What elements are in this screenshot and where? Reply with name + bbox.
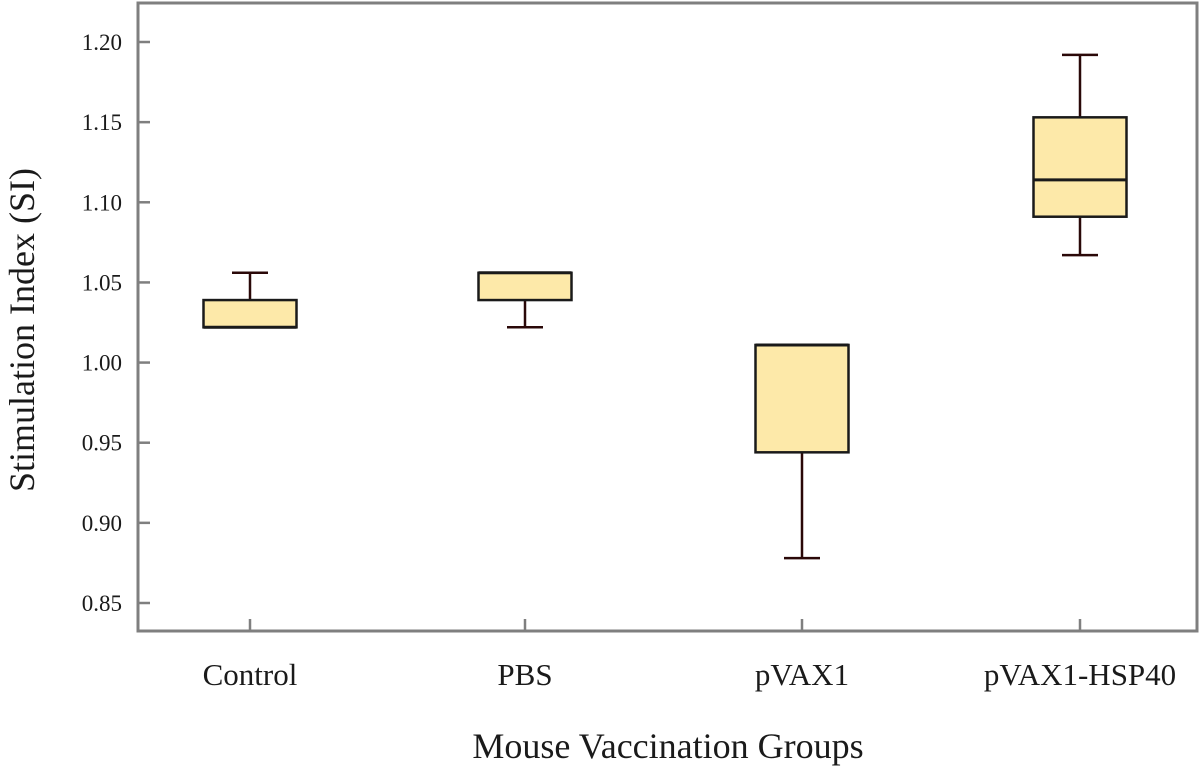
x-tick-label: pVAX1 [755,657,849,692]
y-tick-label: 0.95 [82,431,122,456]
y-tick-label: 1.10 [82,190,122,215]
box-iqr [1032,116,1128,218]
y-tick-label: 1.20 [82,30,122,55]
x-tick-label: PBS [497,657,552,692]
y-axis: 0.85 0.90 0.95 1.00 1.05 1.10 1.15 1.20 [82,30,150,616]
box-iqr [202,298,298,329]
x-axis: Control PBS pVAX1 pVAX1-HSP40 [203,619,1176,692]
x-axis-title: Mouse Vaccination Groups [472,726,863,766]
box-pvax1-hsp40 [1032,53,1128,257]
y-axis-title: Stimulation Index (SI) [2,168,42,492]
y-tick-label: 0.85 [82,591,122,616]
box-iqr [477,271,573,302]
y-tick-label: 0.90 [82,511,122,536]
box-pbs [477,271,573,329]
plot-frame [136,1,1199,633]
box-series [202,53,1128,560]
box-control [202,271,298,329]
y-tick-label: 1.00 [82,351,122,376]
box-pvax1 [754,343,850,560]
y-tick-label: 1.05 [82,270,122,295]
box-iqr [754,343,850,454]
x-tick-label: pVAX1-HSP40 [984,657,1176,692]
y-tick-label: 1.15 [82,110,122,135]
x-tick-label: Control [203,657,298,692]
